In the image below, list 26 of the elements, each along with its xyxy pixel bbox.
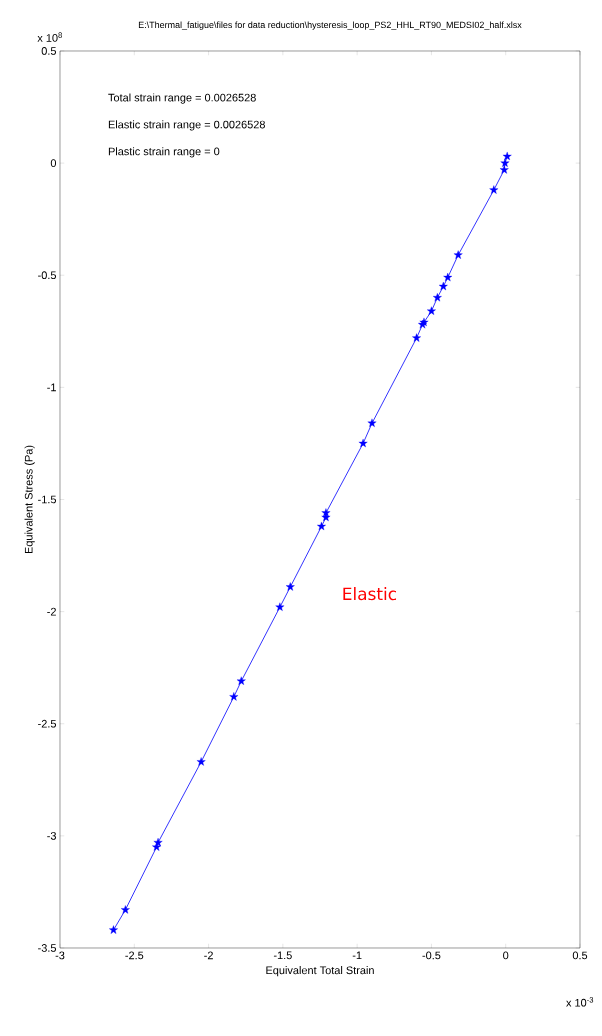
text: x 10$^{-3}$	[566, 997, 594, 1007]
chart-title: E:\Thermal_fatigue\files for data reduction\hysteresis_loop_PS2_HHL_RT90_MEDSI02_half.xlsx	[138, 21, 522, 30]
y-tick-label: -3.5	[38, 944, 57, 952]
annotation: Elastic	[343, 587, 396, 601]
x-tick-label: -1.5	[273, 951, 292, 960]
x-tick-label: -2	[204, 951, 213, 960]
y-tick-label: -2	[47, 607, 56, 616]
annotation: Plastic strain range = 0	[108, 147, 220, 158]
y-tick-label: -0.5	[38, 271, 57, 280]
y-tick-label: 0.5	[41, 47, 57, 55]
x-tick-label: -1	[352, 951, 362, 960]
x-tick-label: -0.5	[422, 951, 441, 960]
y-tick-label: -1.5	[38, 495, 57, 504]
y-axis-title: Equivalent Stress (Pa)	[24, 445, 35, 554]
y-tick-label: -3	[47, 832, 56, 840]
y-tick-label: -2.5	[38, 719, 57, 728]
text: x 10$^{8}$	[37, 32, 62, 42]
x-axis-title: Equivalent Total Strain	[266, 966, 374, 977]
x-tick-label: -2.5	[125, 951, 144, 960]
y-tick-label: 0	[50, 159, 57, 167]
x-tick-label: 0.5	[572, 951, 588, 960]
annotation: Total strain range = 0.0026528	[108, 93, 256, 104]
annotation: Elastic strain range = 0.0026528	[108, 120, 265, 131]
y-tick-label: -1	[47, 383, 56, 392]
x-tick-label: 0	[503, 951, 509, 960]
x-tick-label: -3	[55, 951, 65, 960]
